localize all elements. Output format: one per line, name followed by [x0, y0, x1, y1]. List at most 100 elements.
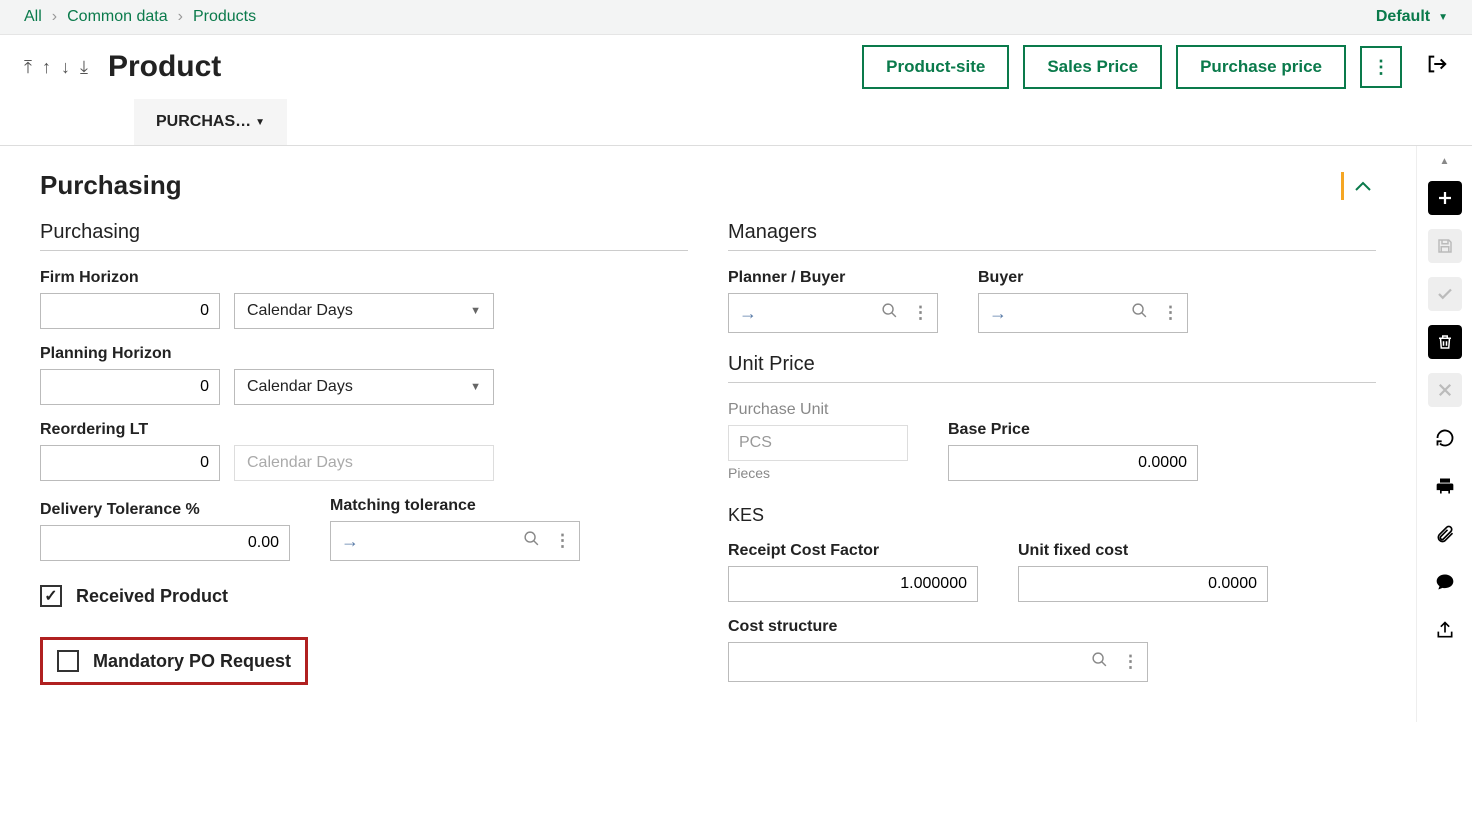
caret-down-icon: ▼ — [255, 117, 265, 128]
side-toolbar: ▲ — [1416, 146, 1472, 722]
purchase-price-button[interactable]: Purchase price — [1176, 45, 1346, 89]
buyer-input[interactable] — [1017, 296, 1125, 330]
goto-icon[interactable]: → — [729, 303, 767, 324]
header-row: ⤒ ↑ ↓ ⤓ Product Product-site Sales Price… — [0, 35, 1472, 89]
subsection-managers: Managers — [728, 221, 1376, 251]
unit-fixed-cost-input[interactable] — [1018, 566, 1268, 602]
cost-structure-lookup[interactable]: ⋮ — [728, 642, 1148, 682]
matching-tolerance-label: Matching tolerance — [330, 497, 580, 515]
comment-icon[interactable] — [1428, 565, 1462, 599]
reordering-lt-unit-select: Calendar Days — [234, 445, 494, 481]
search-icon[interactable] — [1085, 651, 1114, 673]
more-options-icon[interactable]: ⋮ — [1154, 303, 1187, 323]
confirm-icon[interactable] — [1428, 277, 1462, 311]
received-product-label: Received Product — [76, 586, 228, 607]
share-icon[interactable] — [1428, 613, 1462, 647]
purchase-unit-label: Purchase Unit — [728, 401, 908, 419]
more-options-icon[interactable]: ⋮ — [904, 303, 937, 323]
default-selector-label: Default — [1376, 8, 1430, 26]
planning-horizon-unit-label: Calendar Days — [247, 378, 353, 396]
breadcrumb: All › Common data › Products — [24, 8, 256, 26]
receipt-cost-factor-input[interactable] — [728, 566, 978, 602]
add-icon[interactable] — [1428, 181, 1462, 215]
matching-tolerance-input[interactable] — [369, 524, 517, 558]
refresh-icon[interactable] — [1428, 421, 1462, 455]
prev-record-icon[interactable]: ↑ — [42, 57, 51, 78]
next-record-icon[interactable]: ↓ — [61, 57, 70, 78]
chevron-right-icon: › — [178, 8, 183, 26]
more-actions-button[interactable]: ⋮ — [1360, 46, 1402, 88]
planning-horizon-label: Planning Horizon — [40, 345, 688, 363]
search-icon[interactable] — [875, 302, 904, 324]
planner-buyer-lookup[interactable]: → ⋮ — [728, 293, 938, 333]
first-record-icon[interactable]: ⤒ — [24, 57, 32, 78]
default-selector[interactable]: Default ▼ — [1376, 8, 1448, 26]
breadcrumb-bar: All › Common data › Products Default ▼ — [0, 0, 1472, 35]
chevron-right-icon: › — [52, 8, 57, 26]
collapse-section-icon[interactable] — [1341, 172, 1376, 200]
mandatory-po-checkbox[interactable] — [57, 650, 79, 672]
breadcrumb-all[interactable]: All — [24, 8, 42, 26]
goto-icon[interactable]: → — [331, 531, 369, 552]
caret-down-icon: ▼ — [470, 305, 481, 317]
firm-horizon-label: Firm Horizon — [40, 269, 688, 287]
delivery-tolerance-input[interactable] — [40, 525, 290, 561]
firm-horizon-unit-label: Calendar Days — [247, 302, 353, 320]
tab-purchasing[interactable]: PURCHAS… ▼ — [134, 99, 287, 145]
base-price-label: Base Price — [948, 421, 1198, 439]
firm-horizon-input[interactable] — [40, 293, 220, 329]
print-icon[interactable] — [1428, 469, 1462, 503]
caret-down-icon: ▼ — [470, 381, 481, 393]
reordering-lt-input[interactable] — [40, 445, 220, 481]
subsection-purchasing: Purchasing — [40, 221, 688, 251]
scroll-up-icon[interactable]: ▲ — [1440, 156, 1450, 167]
more-options-icon[interactable]: ⋮ — [546, 531, 579, 551]
receipt-cost-factor-label: Receipt Cost Factor — [728, 542, 978, 560]
planner-buyer-label: Planner / Buyer — [728, 269, 938, 287]
reordering-lt-unit-label: Calendar Days — [247, 454, 353, 472]
base-price-input[interactable] — [948, 445, 1198, 481]
planning-horizon-input[interactable] — [40, 369, 220, 405]
purchase-unit-input — [728, 425, 908, 461]
planning-horizon-unit-select[interactable]: Calendar Days ▼ — [234, 369, 494, 405]
kes-heading: KES — [728, 505, 1376, 526]
product-site-button[interactable]: Product-site — [862, 45, 1009, 89]
received-product-checkbox[interactable] — [40, 585, 62, 607]
planner-buyer-input[interactable] — [767, 296, 875, 330]
sales-price-button[interactable]: Sales Price — [1023, 45, 1162, 89]
last-record-icon[interactable]: ⤓ — [80, 57, 88, 78]
save-icon[interactable] — [1428, 229, 1462, 263]
delete-icon[interactable] — [1428, 325, 1462, 359]
breadcrumb-common-data[interactable]: Common data — [67, 8, 168, 26]
buyer-label: Buyer — [978, 269, 1188, 287]
record-nav-arrows: ⤒ ↑ ↓ ⤓ — [24, 57, 88, 78]
purchase-unit-hint: Pieces — [728, 465, 908, 481]
delivery-tolerance-label: Delivery Tolerance % — [40, 501, 290, 519]
buyer-lookup[interactable]: → ⋮ — [978, 293, 1188, 333]
more-options-icon[interactable]: ⋮ — [1114, 652, 1147, 672]
cancel-icon[interactable] — [1428, 373, 1462, 407]
cost-structure-label: Cost structure — [728, 618, 1376, 636]
reordering-lt-label: Reordering LT — [40, 421, 688, 439]
caret-down-icon: ▼ — [1438, 12, 1448, 23]
section-title: Purchasing — [40, 170, 182, 201]
tab-label: PURCHAS… — [156, 113, 251, 131]
breadcrumb-products[interactable]: Products — [193, 8, 256, 26]
goto-icon[interactable]: → — [979, 303, 1017, 324]
unit-fixed-cost-label: Unit fixed cost — [1018, 542, 1268, 560]
purchasing-column: Purchasing Firm Horizon Calendar Days ▼ … — [40, 221, 688, 698]
attachment-icon[interactable] — [1428, 517, 1462, 551]
matching-tolerance-lookup[interactable]: → ⋮ — [330, 521, 580, 561]
received-product-checkbox-row: Received Product — [40, 585, 688, 607]
exit-icon[interactable] — [1426, 53, 1448, 81]
right-column: Managers Planner / Buyer → ⋮ Buyer — [728, 221, 1376, 698]
firm-horizon-unit-select[interactable]: Calendar Days ▼ — [234, 293, 494, 329]
cost-structure-input[interactable] — [729, 645, 1085, 679]
search-icon[interactable] — [1125, 302, 1154, 324]
page-title: Product — [108, 50, 221, 84]
mandatory-po-label: Mandatory PO Request — [93, 651, 291, 672]
tab-row: PURCHAS… ▼ — [0, 99, 1472, 146]
content-area: Purchasing Purchasing Firm Horizon Calen… — [0, 146, 1416, 722]
search-icon[interactable] — [517, 530, 546, 552]
subsection-unit-price: Unit Price — [728, 353, 1376, 383]
